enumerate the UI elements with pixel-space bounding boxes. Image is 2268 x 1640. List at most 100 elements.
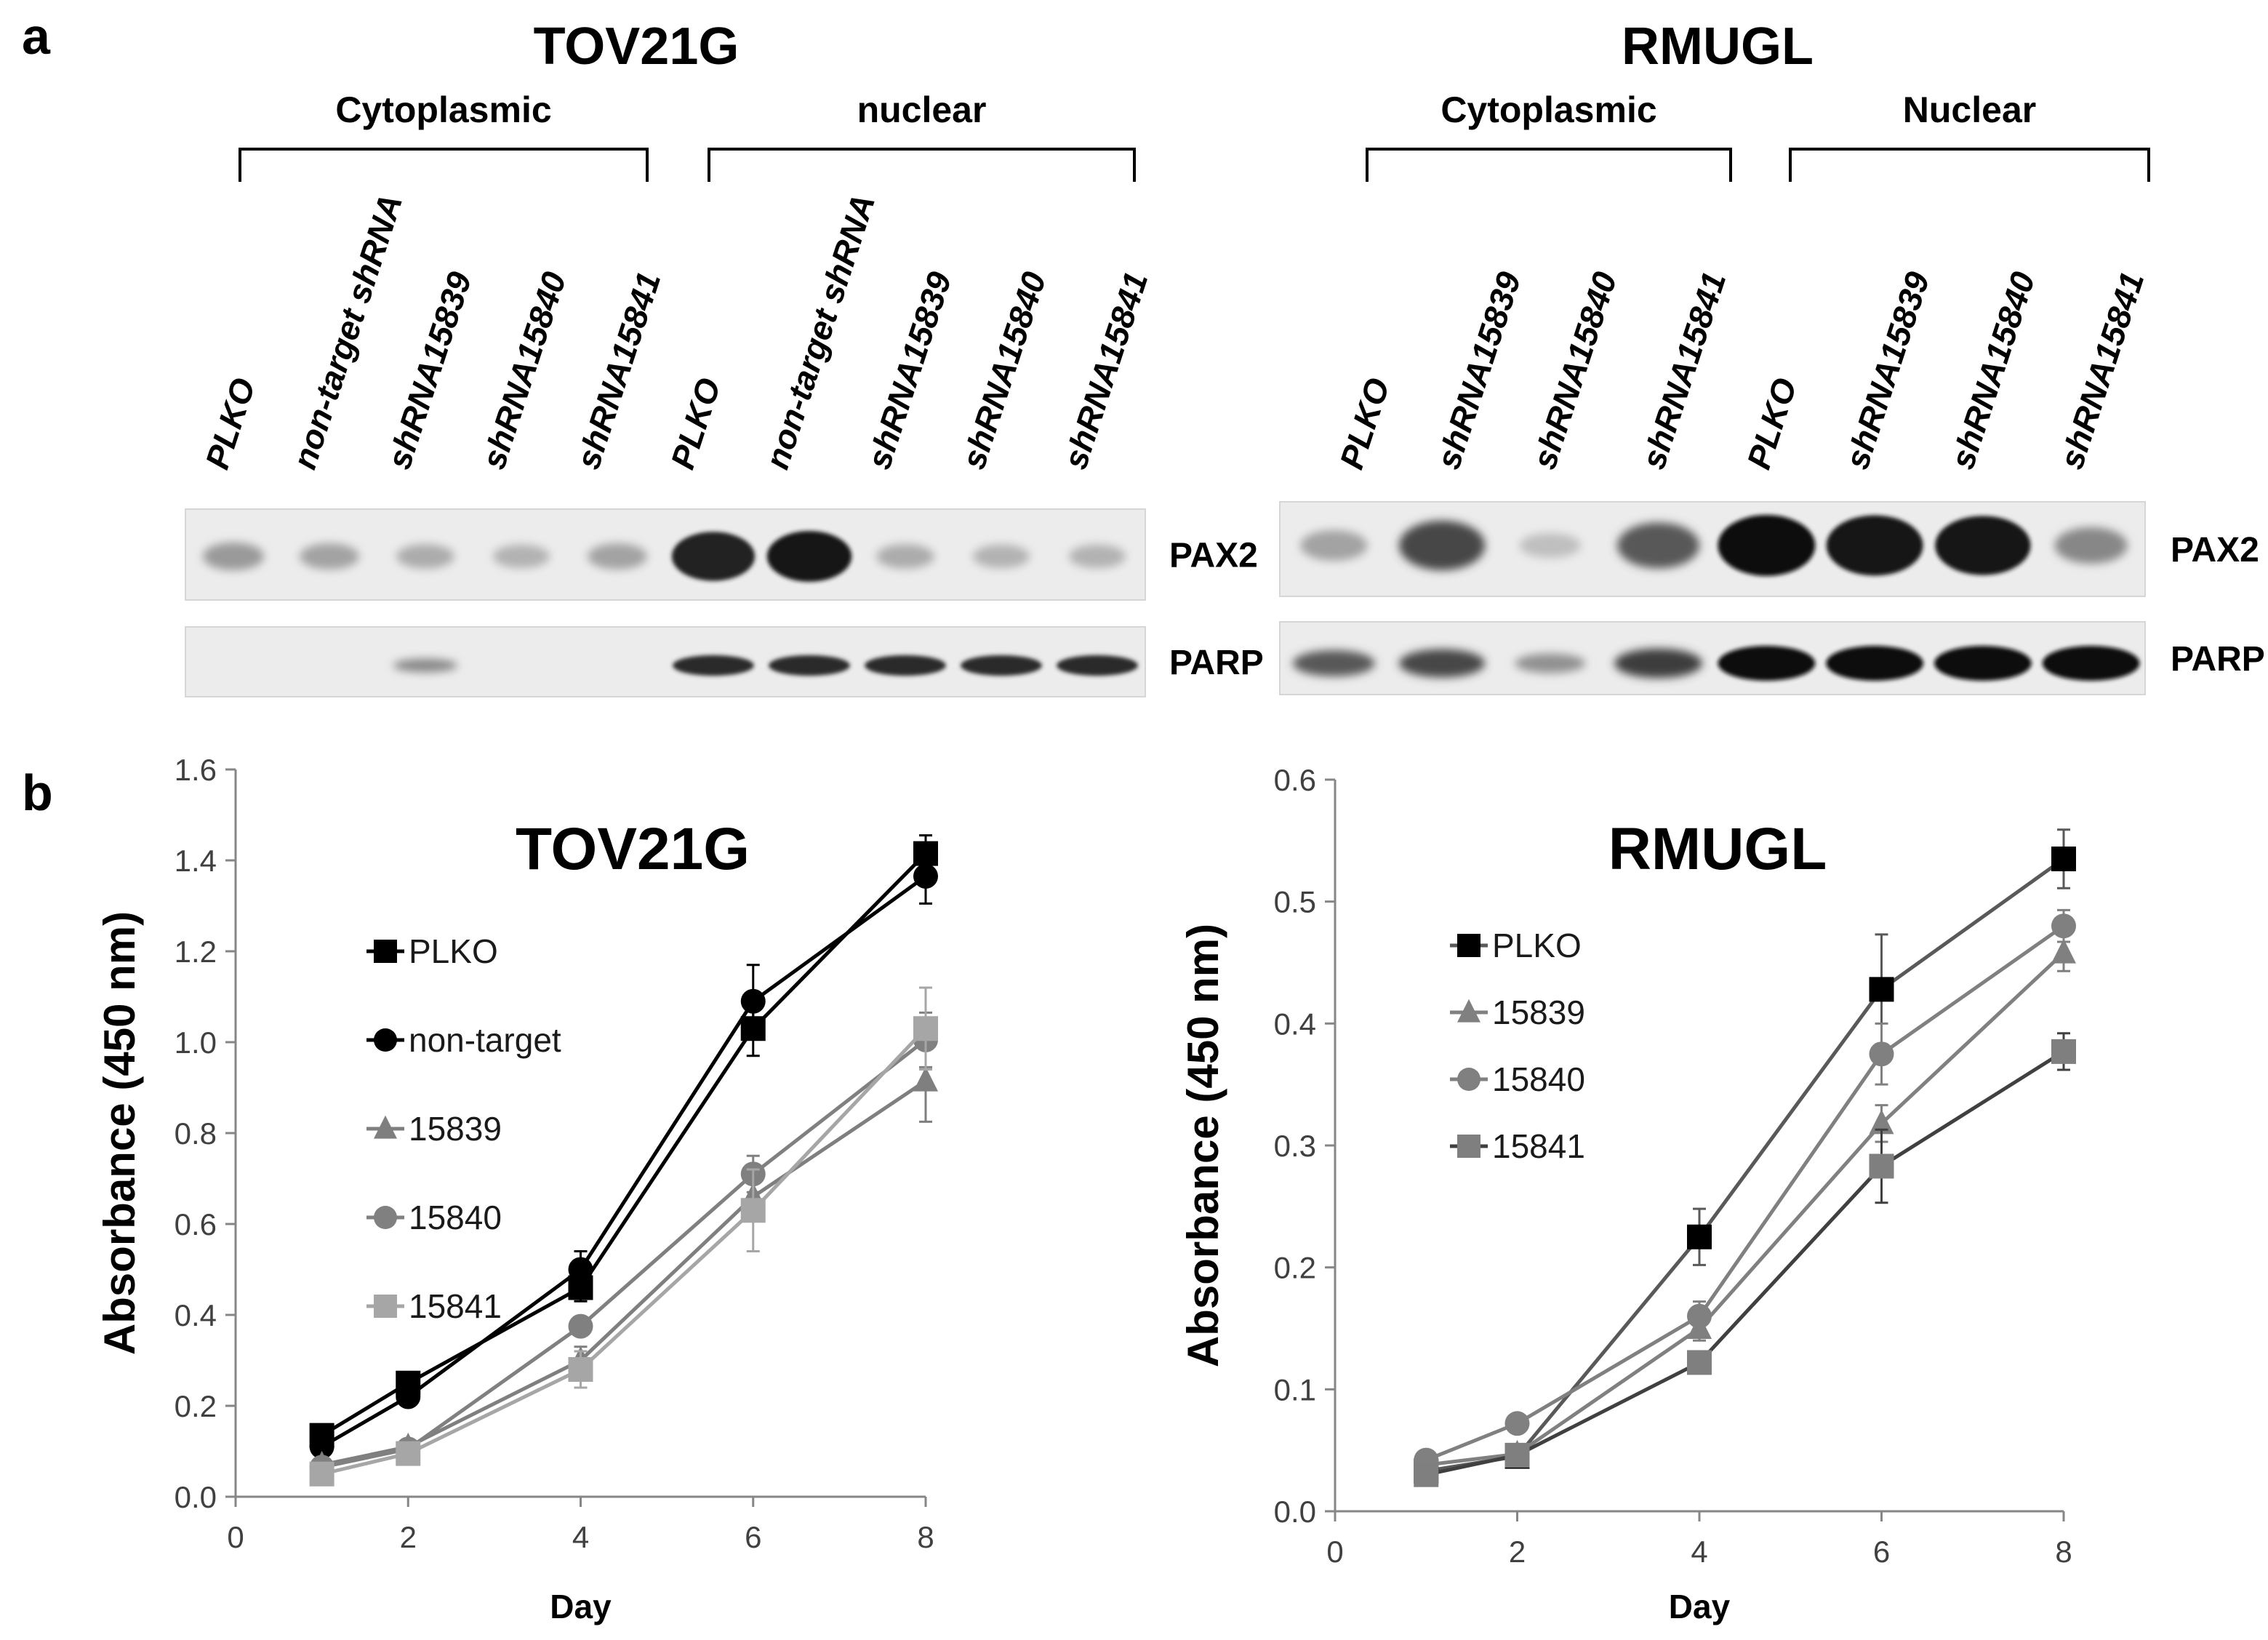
blot-band <box>769 655 850 676</box>
blot-band <box>202 542 265 571</box>
x-tick-label: 8 <box>917 1520 934 1554</box>
x-axis-label: Day <box>550 1588 612 1625</box>
data-point <box>740 1198 766 1223</box>
series-15841 <box>1414 1032 2076 1487</box>
series-plko <box>309 834 938 1448</box>
group-bracket <box>239 148 649 182</box>
lane-label: shRNA15840 <box>1943 267 2042 473</box>
group-bracket <box>1789 148 2150 182</box>
chart-title: RMUGL <box>1608 816 1827 882</box>
western-blot-panel: TOV21G Cytoplasmic nuclear PLKO non-target s… <box>185 17 2265 697</box>
lane-label: shRNA15840 <box>954 267 1053 473</box>
y-tick-label: 0.1 <box>1274 1372 1316 1407</box>
x-tick-label: 0 <box>1326 1535 1343 1569</box>
x-tick-label: 6 <box>745 1520 761 1554</box>
data-point <box>1869 1109 1894 1135</box>
data-point <box>309 1434 334 1460</box>
y-tick-label: 0.4 <box>1274 1007 1316 1041</box>
legend-marker <box>1457 999 1480 1023</box>
blot-band <box>1718 515 1816 576</box>
lane-label: shRNA15839 <box>859 267 958 473</box>
legend-marker <box>374 1295 397 1318</box>
x-tick-label: 4 <box>1691 1535 1707 1569</box>
x-tick-label: 6 <box>1873 1535 1890 1569</box>
legend-label: PLKO <box>409 932 498 970</box>
panel-a-label: a <box>22 8 50 65</box>
blot-band <box>876 544 934 569</box>
data-point <box>568 1357 593 1382</box>
y-axis-label: Absorbance (450 nm) <box>95 911 144 1355</box>
lane-label: PLKO <box>1739 373 1804 473</box>
y-tick-label: 0.0 <box>1274 1495 1316 1529</box>
lane-label: shRNA15839 <box>380 267 478 473</box>
tov21g-growth-chart: 0.0 0.2 0.4 0.6 0.8 1.0 1.2 1.4 1.6 0 2 4 6 8 TOV21G Da… <box>95 753 938 1625</box>
lane-label: PLKO <box>1332 373 1397 473</box>
blot-band <box>1300 530 1368 561</box>
data-point <box>1687 1224 1712 1249</box>
x-axis-label: Day <box>1669 1588 1731 1625</box>
lane-label: shRNA15839 <box>1429 267 1528 473</box>
data-point <box>1687 1303 1712 1329</box>
blot-band <box>1617 522 1700 569</box>
legend-marker <box>374 1115 397 1139</box>
legend-label: 15839 <box>409 1110 502 1148</box>
data-point <box>396 1384 421 1409</box>
series-15840 <box>309 1011 938 1480</box>
legend-label: 15841 <box>409 1287 502 1325</box>
x-tick-label: 2 <box>1509 1535 1526 1569</box>
data-point <box>396 1441 421 1466</box>
blot-title: TOV21G <box>534 17 740 76</box>
data-point <box>913 1016 938 1041</box>
y-tick-label: 0.3 <box>1274 1129 1316 1163</box>
blot-band <box>393 658 458 673</box>
x-tick-label: 8 <box>2055 1535 2072 1569</box>
marker-label: PAX2 <box>2171 531 2259 569</box>
group-label: Nuclear <box>1903 89 2036 130</box>
chart-title: TOV21G <box>516 816 750 882</box>
group-label: Cytoplasmic <box>335 89 551 130</box>
lane-label: shRNA15839 <box>1838 267 1936 473</box>
y-tick-label: 0.4 <box>175 1298 217 1332</box>
group-bracket <box>708 148 1136 182</box>
blot-band <box>1826 515 1923 576</box>
blot-band <box>2054 527 2128 564</box>
data-point <box>2051 1039 2076 1064</box>
blot-band <box>865 655 946 676</box>
lane-label: shRNA15841 <box>2052 268 2151 474</box>
legend: PLKO non-target 15839 15840 15841 <box>366 932 561 1325</box>
lane-label: shRNA15840 <box>474 267 573 473</box>
blot-band <box>1398 649 1486 678</box>
legend-marker <box>1457 934 1480 957</box>
y-tick-label: 0.6 <box>175 1207 217 1241</box>
group-bracket <box>1366 148 1732 182</box>
data-point <box>2051 913 2076 939</box>
blot-band <box>961 655 1042 676</box>
y-tick-label: 0.2 <box>175 1389 217 1423</box>
blot-band <box>1398 520 1486 571</box>
y-tick-label: 0.2 <box>1274 1251 1316 1285</box>
rmugl-growth-chart: 0.0 0.1 0.2 0.3 0.4 0.5 0.6 0 2 4 6 8 RMUGL Day Absorb… <box>1179 763 2076 1625</box>
y-tick-label: 1.4 <box>175 844 217 878</box>
data-point <box>2051 846 2076 871</box>
legend-marker <box>1457 1135 1480 1158</box>
blot-band <box>1068 544 1126 569</box>
blot-band <box>972 544 1030 569</box>
lane-label: shRNA15840 <box>1525 267 1624 473</box>
blot-band <box>1935 516 2031 575</box>
marker-label: PAX2 <box>1169 537 1258 575</box>
blot-band <box>1292 650 1375 676</box>
y-tick-label: 1.0 <box>175 1025 217 1060</box>
blot-band <box>588 543 647 569</box>
data-point <box>2051 938 2076 964</box>
series-15841 <box>309 986 938 1487</box>
series-line <box>1425 1049 2065 1477</box>
data-point <box>1414 1462 1439 1487</box>
data-point <box>568 1313 593 1339</box>
blot-tov21g: TOV21G Cytoplasmic nuclear PLKO non-target s… <box>185 17 1264 697</box>
x-tick-label: 2 <box>400 1520 417 1554</box>
blot-band <box>1826 646 1924 681</box>
y-axis-label: Absorbance (450 nm) <box>1179 924 1227 1367</box>
y-tick-label: 0.5 <box>1274 885 1316 919</box>
data-point <box>1687 1350 1712 1375</box>
